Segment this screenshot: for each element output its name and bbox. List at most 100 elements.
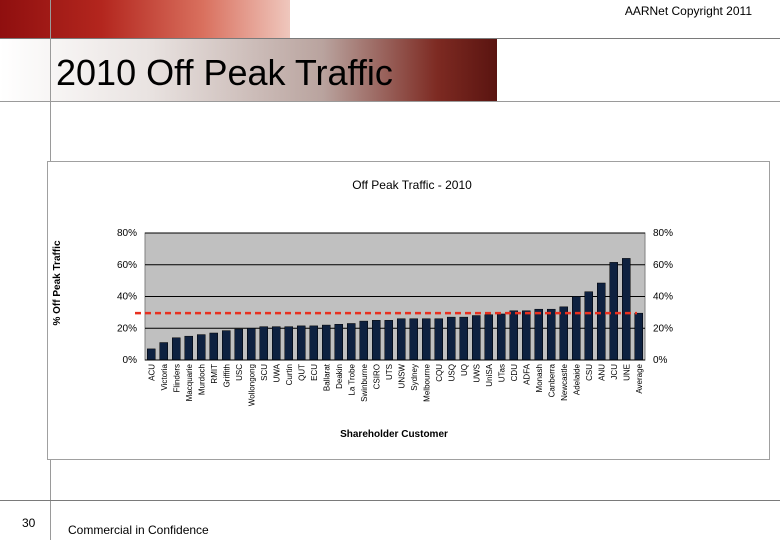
- bar: [297, 325, 306, 361]
- bar: [609, 262, 618, 361]
- bar: [209, 332, 218, 361]
- x-tick-label: USC: [235, 364, 244, 381]
- bar: [434, 318, 443, 361]
- x-tick-label: UniSA: [485, 363, 494, 386]
- bar: [484, 314, 493, 361]
- y-tick-label-left: 40%: [117, 292, 137, 303]
- bar: [184, 335, 193, 361]
- x-axis-label: Shareholder Customer: [340, 429, 448, 440]
- x-tick-label: CSIRO: [372, 364, 381, 389]
- bar: [284, 326, 293, 361]
- title-underline: [0, 101, 780, 102]
- bar: [234, 328, 243, 361]
- y-tick-label-left: 60%: [117, 260, 137, 271]
- bar: [359, 320, 368, 361]
- bar: [272, 326, 281, 361]
- x-tick-label: Average: [635, 363, 644, 393]
- x-tick-label: Adelaide: [572, 363, 581, 395]
- y-axis-label: % Off Peak Traffic: [52, 240, 63, 325]
- bar: [534, 308, 543, 361]
- x-tick-label: Sydney: [410, 364, 419, 391]
- bar: [559, 306, 568, 361]
- x-tick-label: ECU: [310, 364, 319, 381]
- y-tick-label-right: 20%: [653, 323, 673, 334]
- x-tick-label: RMIT: [210, 364, 219, 384]
- x-tick-label: ANU: [597, 364, 606, 381]
- bar: [384, 320, 393, 361]
- bar: [247, 328, 256, 361]
- x-tick-label: Curtin: [285, 364, 294, 385]
- bar: [634, 312, 643, 361]
- x-tick-label: CSU: [585, 364, 594, 381]
- copyright-text: AARNet Copyright 2011: [624, 4, 752, 18]
- slide-title: 2010 Off Peak Traffic: [56, 52, 393, 93]
- bar: [622, 258, 631, 361]
- confidentiality-note: Commercial in Confidence: [68, 523, 209, 537]
- header-divider: [0, 38, 780, 39]
- x-tick-label: Newcastle: [560, 363, 569, 400]
- bar: [334, 324, 343, 361]
- x-tick-label: Monash: [535, 364, 544, 392]
- x-tick-label: CDU: [510, 364, 519, 382]
- x-tick-label: ACU: [147, 364, 156, 381]
- bar: [447, 316, 456, 361]
- x-tick-label: QUT: [297, 364, 306, 381]
- bar: [584, 291, 593, 361]
- x-tick-label: Swinburne: [360, 363, 369, 401]
- bar: [309, 325, 318, 361]
- bar: [459, 316, 468, 361]
- y-tick-label-right: 40%: [653, 292, 673, 303]
- header-photo: [0, 0, 290, 38]
- bar: [172, 337, 181, 361]
- x-tick-label: Griffith: [222, 364, 231, 387]
- x-tick-label: SCU: [260, 364, 269, 381]
- footer-divider: [0, 500, 780, 501]
- x-tick-label: UNE: [622, 364, 631, 381]
- x-tick-label: UQ: [460, 364, 469, 376]
- y-tick-label-right: 80%: [653, 228, 673, 239]
- page-number: 30: [22, 516, 36, 530]
- x-tick-label: JCU: [610, 364, 619, 380]
- x-tick-label: UWA: [272, 363, 281, 382]
- bar: [197, 334, 206, 361]
- y-tick-label-left: 20%: [117, 323, 137, 334]
- bar: [522, 310, 531, 361]
- x-tick-label: CQU: [435, 364, 444, 382]
- bar: [497, 313, 506, 361]
- x-tick-label: UTas: [497, 364, 506, 382]
- y-tick-label-right: 60%: [653, 260, 673, 271]
- x-tick-label: Deakin: [335, 364, 344, 389]
- bar: [322, 324, 331, 361]
- x-tick-label: UTS: [385, 364, 394, 380]
- bar: [547, 308, 556, 361]
- bar: [409, 318, 418, 361]
- bar: [397, 318, 406, 361]
- bar: [422, 318, 431, 361]
- header-band: AARNet Copyright 2011: [0, 0, 780, 38]
- x-tick-label: La Trobe: [347, 363, 356, 395]
- bar: [147, 348, 156, 361]
- x-tick-label: USQ: [447, 364, 456, 381]
- x-tick-label: Wollongong: [247, 364, 256, 406]
- bar: [347, 323, 356, 361]
- x-tick-label: Macquarie: [185, 363, 194, 401]
- bar: [259, 326, 268, 361]
- x-tick-label: Victoria: [160, 363, 169, 390]
- y-tick-label-left: 0%: [123, 355, 138, 366]
- x-tick-label: Flinders: [172, 364, 181, 392]
- x-tick-label: UWS: [472, 364, 481, 383]
- bar: [159, 342, 168, 361]
- bar: [572, 296, 581, 361]
- x-tick-label: ADFA: [522, 363, 531, 385]
- y-tick-label-left: 80%: [117, 228, 137, 239]
- y-tick-label-right: 0%: [653, 355, 668, 366]
- chart-title: Off Peak Traffic - 2010: [352, 178, 472, 192]
- bar: [372, 320, 381, 361]
- bar: [472, 315, 481, 361]
- x-tick-label: Canberra: [547, 363, 556, 397]
- x-tick-label: UNSW: [397, 364, 406, 389]
- x-tick-label: Melbourne: [422, 363, 431, 401]
- bar: [509, 310, 518, 361]
- x-tick-label: Murdoch: [197, 364, 206, 395]
